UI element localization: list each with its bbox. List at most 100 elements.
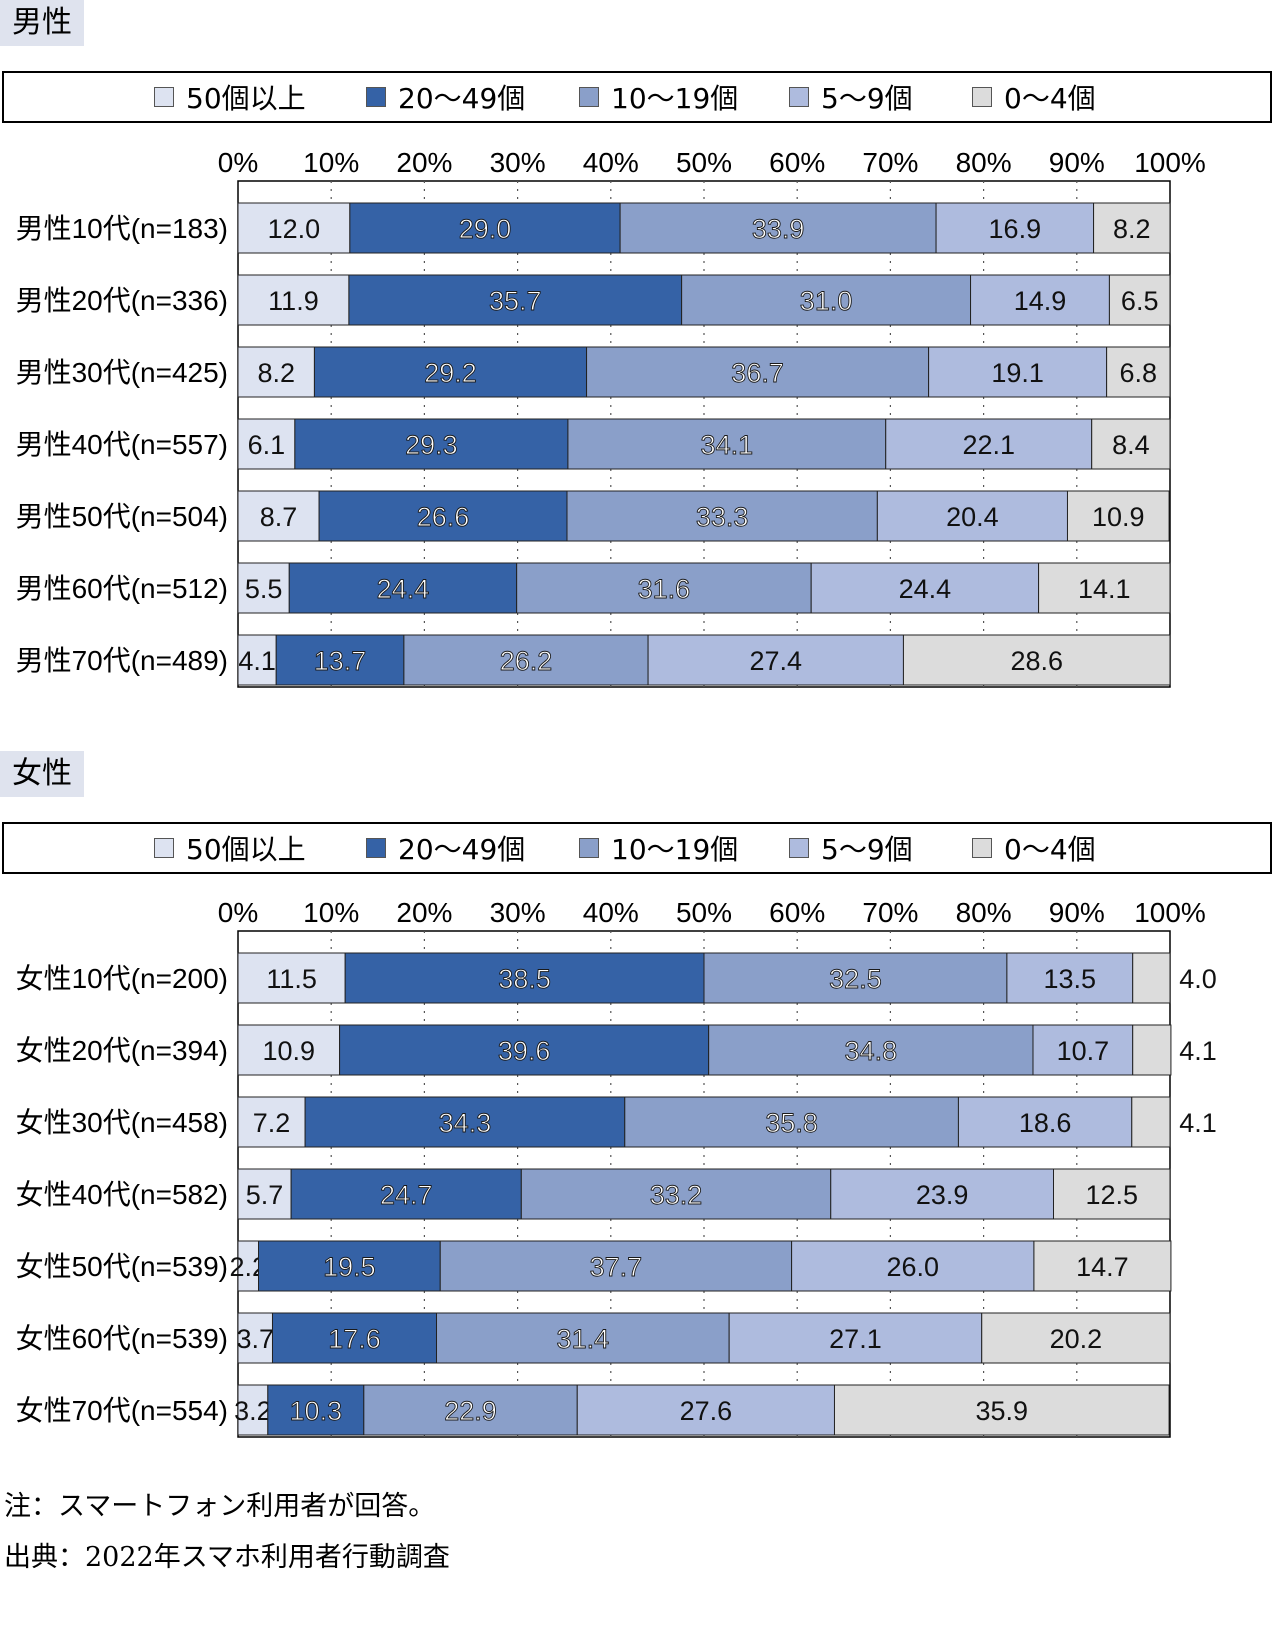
bar-segment xyxy=(237,634,277,686)
data-label: 22.9 xyxy=(444,1396,497,1426)
category-label: 男性70代(n=489) xyxy=(16,645,228,676)
data-label: 29.0 xyxy=(459,214,512,244)
legend-female: 50個以上 20〜49個 10〜19個 5〜9個 0〜4個 xyxy=(2,822,1272,874)
category-label: 男性60代(n=512) xyxy=(16,573,228,604)
stacked-bar-chart-female: 0% 10% 20% 30% 40% 50% 60% 70% 80% 90% 100% 女性10代(n… xyxy=(16,897,1217,1438)
data-label: 5.7 xyxy=(246,1180,284,1210)
category-label: 女性40代(n=582) xyxy=(16,1179,228,1210)
bar-segment xyxy=(1132,952,1171,1004)
legend-swatch xyxy=(972,87,992,107)
data-label: 20.4 xyxy=(946,502,999,532)
legend-swatch xyxy=(366,87,386,107)
data-label: 27.6 xyxy=(680,1396,733,1426)
x-tick-label: 100% xyxy=(1134,897,1206,928)
bar-segment xyxy=(681,274,972,326)
bar-segment xyxy=(928,346,1108,398)
data-label: 38.5 xyxy=(498,964,551,994)
x-tick-label: 10% xyxy=(303,147,359,178)
legend-swatch xyxy=(154,838,174,858)
bar-segment xyxy=(237,1024,341,1076)
bar-segment xyxy=(237,346,315,398)
data-label: 33.3 xyxy=(696,502,749,532)
category-label: 男性10代(n=183) xyxy=(16,213,228,244)
x-tick-label: 70% xyxy=(862,147,918,178)
x-tick-label: 70% xyxy=(862,897,918,928)
legend-item: 0〜4個 xyxy=(972,73,1096,121)
bar-segment xyxy=(349,202,621,254)
legend-label: 5〜9個 xyxy=(821,82,913,115)
legend-item: 10〜19個 xyxy=(579,73,738,121)
bar-segment xyxy=(275,634,405,686)
data-label: 18.6 xyxy=(1019,1108,1072,1138)
data-label: 4.1 xyxy=(238,646,276,676)
data-label: 34.3 xyxy=(439,1108,492,1138)
bar-segment xyxy=(237,490,320,542)
data-label: 13.5 xyxy=(1044,964,1097,994)
data-label: 8.2 xyxy=(1113,214,1151,244)
x-tick-label: 0% xyxy=(218,897,258,928)
data-label: 31.0 xyxy=(800,286,853,316)
bar-segment xyxy=(318,490,568,542)
bar-segment xyxy=(348,274,683,326)
category-label: 男性50代(n=504) xyxy=(16,501,228,532)
legend-item: 20〜49個 xyxy=(366,824,525,872)
data-label: 10.7 xyxy=(1057,1036,1110,1066)
section-label-female: 女性 xyxy=(0,751,84,797)
stacked-bar-chart-male: 0% 10% 20% 30% 40% 50% 60% 70% 80% 90% 100% 男性10代(n… xyxy=(16,147,1206,688)
data-label: 20.2 xyxy=(1050,1324,1103,1354)
data-label: 11.5 xyxy=(266,964,317,994)
data-label: 33.2 xyxy=(650,1180,703,1210)
category-label: 女性30代(n=458) xyxy=(16,1107,228,1138)
data-label: 19.5 xyxy=(323,1252,376,1282)
legend-item: 0〜4個 xyxy=(972,824,1096,872)
data-label: 4.0 xyxy=(1179,964,1217,994)
x-tick-label: 0% xyxy=(218,147,258,178)
legend-swatch xyxy=(154,87,174,107)
data-label: 24.4 xyxy=(899,574,952,604)
bar-segment xyxy=(439,1240,793,1292)
bar-segment xyxy=(1038,562,1171,614)
bar-segment xyxy=(981,1312,1171,1364)
x-tick-label: 20% xyxy=(396,147,452,178)
legend-swatch xyxy=(579,838,599,858)
data-label: 32.5 xyxy=(829,964,882,994)
bar-segment xyxy=(313,346,588,398)
legend-label: 0〜4個 xyxy=(1004,833,1096,866)
bar-segment xyxy=(1108,274,1171,326)
legend-item: 5〜9個 xyxy=(789,73,913,121)
data-label: 12.0 xyxy=(268,214,321,244)
data-label: 34.1 xyxy=(701,430,754,460)
data-label: 3.7 xyxy=(236,1324,274,1354)
data-label: 35.9 xyxy=(975,1396,1028,1426)
data-label: 6.8 xyxy=(1120,358,1158,388)
data-label: 11.9 xyxy=(268,286,319,316)
data-label: 37.7 xyxy=(590,1252,643,1282)
legend-label: 20〜49個 xyxy=(398,833,526,866)
category-label: 男性30代(n=425) xyxy=(16,357,228,388)
x-tick-label: 10% xyxy=(303,897,359,928)
data-label: 3.2 xyxy=(234,1396,272,1426)
x-tick-label: 100% xyxy=(1134,147,1206,178)
bar-segment xyxy=(567,418,887,470)
data-label: 22.1 xyxy=(962,430,1015,460)
data-label: 4.1 xyxy=(1179,1108,1217,1138)
bar-segment xyxy=(288,562,518,614)
bar-segment xyxy=(1066,490,1170,542)
bar-segment xyxy=(237,952,346,1004)
category-label: 男性20代(n=336) xyxy=(16,285,228,316)
bar-segment xyxy=(520,1168,832,1220)
legend-swatch xyxy=(579,87,599,107)
x-tick-label: 30% xyxy=(490,897,546,928)
data-label: 35.7 xyxy=(489,286,542,316)
data-label: 26.6 xyxy=(417,502,470,532)
legend-item: 50個以上 xyxy=(154,73,306,121)
category-label: 男性40代(n=557) xyxy=(16,429,228,460)
bar-segment xyxy=(885,418,1093,470)
data-label: 7.2 xyxy=(253,1108,291,1138)
x-tick-label: 90% xyxy=(1049,897,1105,928)
data-label: 14.1 xyxy=(1078,574,1131,604)
legend-swatch xyxy=(972,838,992,858)
bar-segment xyxy=(271,1312,438,1364)
data-label: 23.9 xyxy=(916,1180,969,1210)
bar-segment xyxy=(810,562,1040,614)
